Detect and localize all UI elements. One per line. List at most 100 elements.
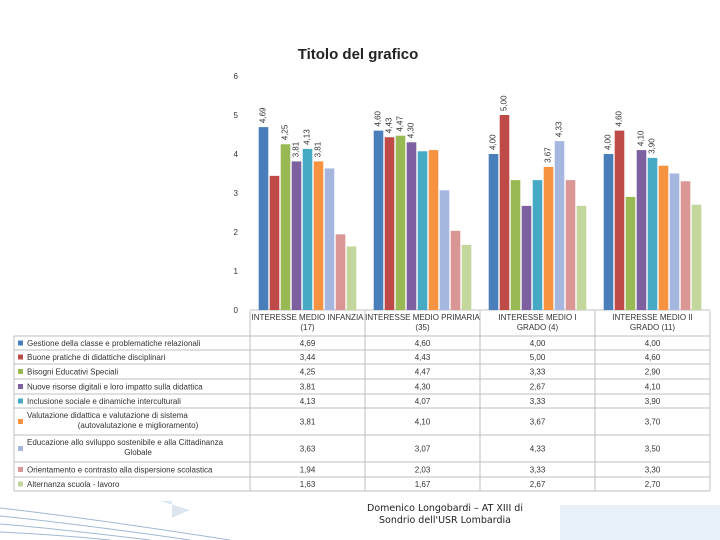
table-cell-value: 4,07 — [415, 397, 431, 406]
legend-swatch — [18, 384, 23, 389]
bar — [335, 234, 346, 310]
table-cell-value: 4,00 — [530, 339, 546, 348]
legend-entry: Alternanza scuola - lavoro — [27, 480, 120, 489]
data-label: 4,43 — [385, 117, 394, 133]
data-label: 4,10 — [637, 130, 646, 146]
table-cell-value: 3,81 — [300, 383, 316, 392]
legend-entry: Bisogni Educativi Speciali — [27, 368, 118, 377]
table-cell-value: 4,43 — [415, 353, 431, 362]
bar — [461, 244, 472, 310]
legend-entry: Inclusione sociale e dinamiche intercult… — [27, 397, 181, 406]
table-cell-value: 3,90 — [645, 397, 661, 406]
table-cell-value: 4,13 — [300, 397, 316, 406]
table-cell-value: 3,70 — [645, 418, 661, 427]
table-cell-value: 4,00 — [645, 339, 661, 348]
table-cell-value: 1,63 — [300, 480, 316, 489]
bar — [543, 166, 554, 310]
y-tick-label: 5 — [234, 111, 239, 120]
legend-swatch — [18, 446, 23, 451]
data-label: 3,90 — [648, 138, 657, 154]
bar — [691, 204, 702, 310]
data-labels-layer: 4,694,253,814,133,814,60 4,43 4,47 4,304,00… — [259, 95, 657, 163]
table-cell-value: 4,10 — [415, 418, 431, 427]
table-cell-value: 3,81 — [300, 418, 316, 427]
bar — [614, 130, 625, 310]
bar — [647, 157, 658, 310]
bar — [428, 150, 439, 310]
bar — [488, 154, 499, 310]
data-label: 4,00 — [489, 134, 498, 150]
chart-title: Titolo del grafico — [298, 46, 419, 63]
decorative-band — [560, 505, 720, 540]
data-table: INTERESSE MEDIO INFANZIA (17)INTERESSE ME… — [13, 311, 711, 492]
footer-line-2: Sondrio dell'USR Lombardia — [379, 515, 511, 526]
decorative-stripes — [0, 501, 231, 540]
legend-entry: Buone pratiche di didattiche disciplinar… — [27, 353, 166, 362]
bar — [302, 148, 313, 310]
table-cell-value: 3,07 — [415, 445, 431, 454]
bar — [324, 168, 335, 310]
table-cell-value: 3,67 — [530, 418, 546, 427]
table-cell-value: 3,33 — [530, 368, 546, 377]
bar — [269, 175, 280, 310]
table-cell-value: 3,50 — [645, 445, 661, 454]
bar — [603, 154, 614, 310]
table-cell-value: 3,44 — [300, 353, 316, 362]
table-cell-value: 3,63 — [300, 445, 316, 454]
table-cell-value: 4,33 — [530, 445, 546, 454]
table-cell-value: 3,33 — [530, 397, 546, 406]
legend-entry: Educazione allo sviluppo sostenibile e a… — [27, 438, 224, 457]
bar — [280, 144, 291, 310]
table-cell-value: 3,30 — [645, 466, 661, 475]
bar — [450, 230, 461, 310]
data-label: 3,81 — [314, 141, 323, 157]
table-cell-value: 4,69 — [300, 339, 316, 348]
category-label: INTERESSE MEDIO II GRADO (11) — [612, 313, 692, 332]
bar — [346, 246, 357, 310]
table-cell-value: 3,33 — [530, 466, 546, 475]
table-cell-value: 2,67 — [530, 480, 546, 489]
table-cell-value: 4,60 — [645, 353, 661, 362]
data-label: 4,30 — [407, 122, 416, 138]
table-cell-value: 4,25 — [300, 368, 316, 377]
category-label: INTERESSE MEDIO I GRADO (4) — [498, 313, 576, 332]
y-tick-label: 3 — [234, 189, 239, 198]
bar — [625, 196, 636, 310]
data-label: 5,00 — [500, 95, 509, 111]
data-label: 4,60 — [615, 110, 624, 126]
legend-swatch — [18, 340, 23, 346]
bar — [565, 180, 576, 310]
bar — [499, 115, 510, 310]
legend-entry: Nuove risorse digitali e loro impatto su… — [27, 383, 203, 392]
legend-entry: Orientamento e contrasto alla dispersion… — [27, 466, 213, 475]
bar — [291, 161, 302, 310]
bar — [395, 135, 406, 310]
y-tick-label: 6 — [234, 72, 239, 81]
bar — [658, 165, 669, 310]
bar — [669, 173, 680, 310]
y-tick-label: 1 — [234, 267, 239, 276]
data-label: 4,00 — [604, 134, 613, 150]
bar — [554, 141, 565, 310]
data-label: 4,60 — [374, 110, 383, 126]
bar — [680, 181, 691, 310]
table-cell-value: 1,94 — [300, 466, 316, 475]
table-cell-value: 4,60 — [415, 339, 431, 348]
bar — [417, 151, 428, 310]
data-label: 3,81 — [292, 141, 301, 157]
table-cell-value: 5,00 — [530, 353, 546, 362]
bar — [636, 150, 647, 310]
category-label: INTERESSE MEDIO PRIMARIA (35) — [365, 313, 480, 332]
data-label: 3,67 — [544, 147, 553, 163]
y-tick-label: 2 — [234, 228, 239, 237]
bars-layer — [258, 115, 702, 310]
bar — [384, 137, 395, 310]
footer-line-1: Domenico Longobardi – AT XIII di — [367, 503, 523, 514]
legend-entry: Gestione della classe e problematiche re… — [27, 339, 201, 348]
bar — [313, 161, 324, 310]
legend-swatch — [18, 419, 23, 424]
table-cell-value: 4,10 — [645, 383, 661, 392]
bar — [532, 180, 543, 310]
table-cell-value: 2,67 — [530, 383, 546, 392]
